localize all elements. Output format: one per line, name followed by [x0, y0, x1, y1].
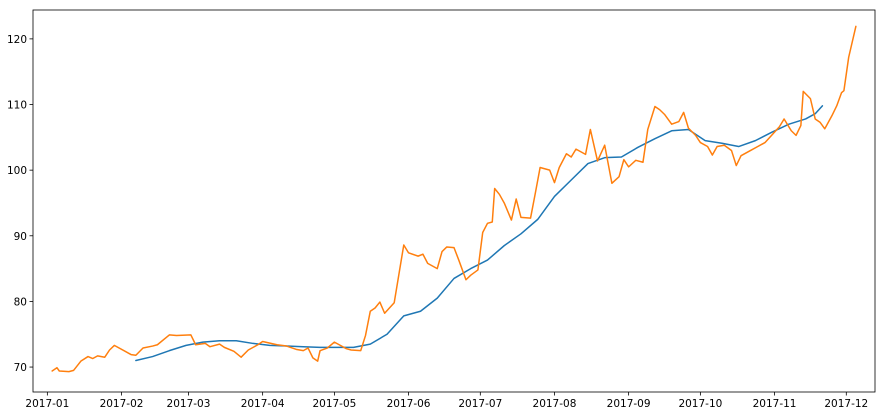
x-tick-label: 2017-08 — [533, 398, 577, 410]
y-tick-label: 70 — [14, 362, 27, 374]
x-tick-label: 2017-09 — [607, 398, 651, 410]
series-line-1 — [135, 105, 824, 362]
x-tick-label: 2017-10 — [678, 398, 722, 410]
x-axis: 2017-01 2017-02 2017-03 2017-04 2017-05 2017-… — [25, 392, 868, 410]
x-tick-label: 2017-12 — [824, 398, 868, 410]
y-tick-label: 100 — [7, 165, 27, 177]
x-tick-label: 2017-05 — [312, 398, 356, 410]
y-tick-label: 120 — [7, 34, 27, 46]
x-tick-label: 2017-11 — [753, 398, 797, 410]
series-line-2 — [51, 25, 857, 373]
plot-frame — [32, 9, 876, 393]
x-tick-label: 2017-01 — [25, 398, 69, 410]
plot-background — [33, 10, 875, 392]
x-tick-label: 2017-04 — [241, 398, 285, 410]
x-tick-label: 2017-07 — [458, 398, 502, 410]
x-tick-label: 2017-06 — [387, 398, 431, 410]
x-tick-label: 2017-03 — [167, 398, 211, 410]
series-layer — [51, 25, 857, 373]
y-axis: 70 80 90 100 110 120 — [7, 34, 33, 374]
x-tick-label: 2017-02 — [100, 398, 144, 410]
y-tick-label: 80 — [14, 296, 27, 308]
y-tick-label: 90 — [14, 231, 27, 243]
y-tick-label: 110 — [7, 100, 27, 112]
